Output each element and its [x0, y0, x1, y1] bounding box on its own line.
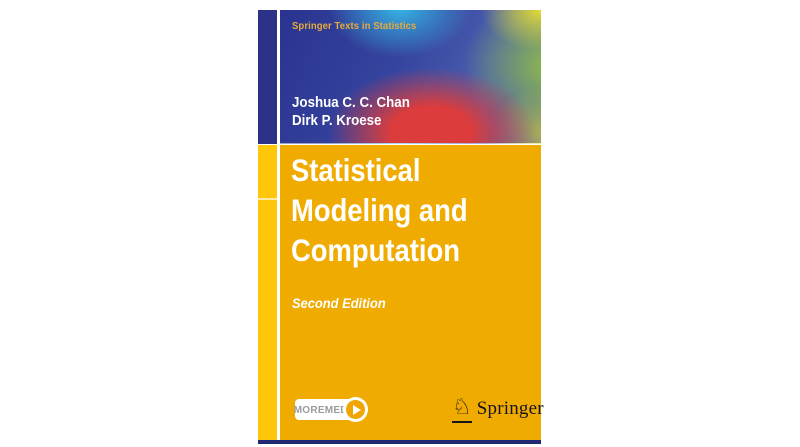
springer-logo: ♘ Springer	[452, 395, 544, 423]
author-1: Joshua C. C. Chan	[292, 95, 410, 111]
play-icon	[352, 404, 361, 415]
cover-bottom-bar	[258, 440, 541, 444]
edition-label: Second Edition	[292, 295, 386, 311]
book-title: Statistical Modeling and Computation	[291, 150, 468, 270]
series-title: Springer Texts in Statistics	[292, 21, 417, 32]
spine-divider-line-vertical	[277, 10, 280, 440]
spine-notch-line	[258, 198, 277, 200]
title-line-3: Computation	[291, 232, 460, 268]
publisher-name: Springer	[476, 398, 544, 419]
author-names: Joshua C. C. Chan Dirk P. Kroese	[292, 95, 410, 130]
moremedia-pill: MOREMEDIA	[294, 399, 359, 420]
spine-yellow-strip	[258, 145, 277, 440]
cover-gradient-artwork	[280, 10, 541, 144]
spine-navy-block	[258, 10, 277, 144]
play-button	[343, 397, 368, 422]
title-line-1: Statistical	[291, 152, 421, 188]
moremedia-label: MOREMEDIA	[294, 403, 359, 416]
play-button-disc	[346, 400, 365, 419]
cover-body	[280, 145, 541, 440]
title-line-2: Modeling and	[291, 192, 468, 228]
book-cover: Springer Texts in Statistics Joshua C. C…	[258, 10, 544, 444]
author-2: Dirk P. Kroese	[292, 112, 382, 129]
springer-horse-icon: ♘	[452, 395, 472, 423]
